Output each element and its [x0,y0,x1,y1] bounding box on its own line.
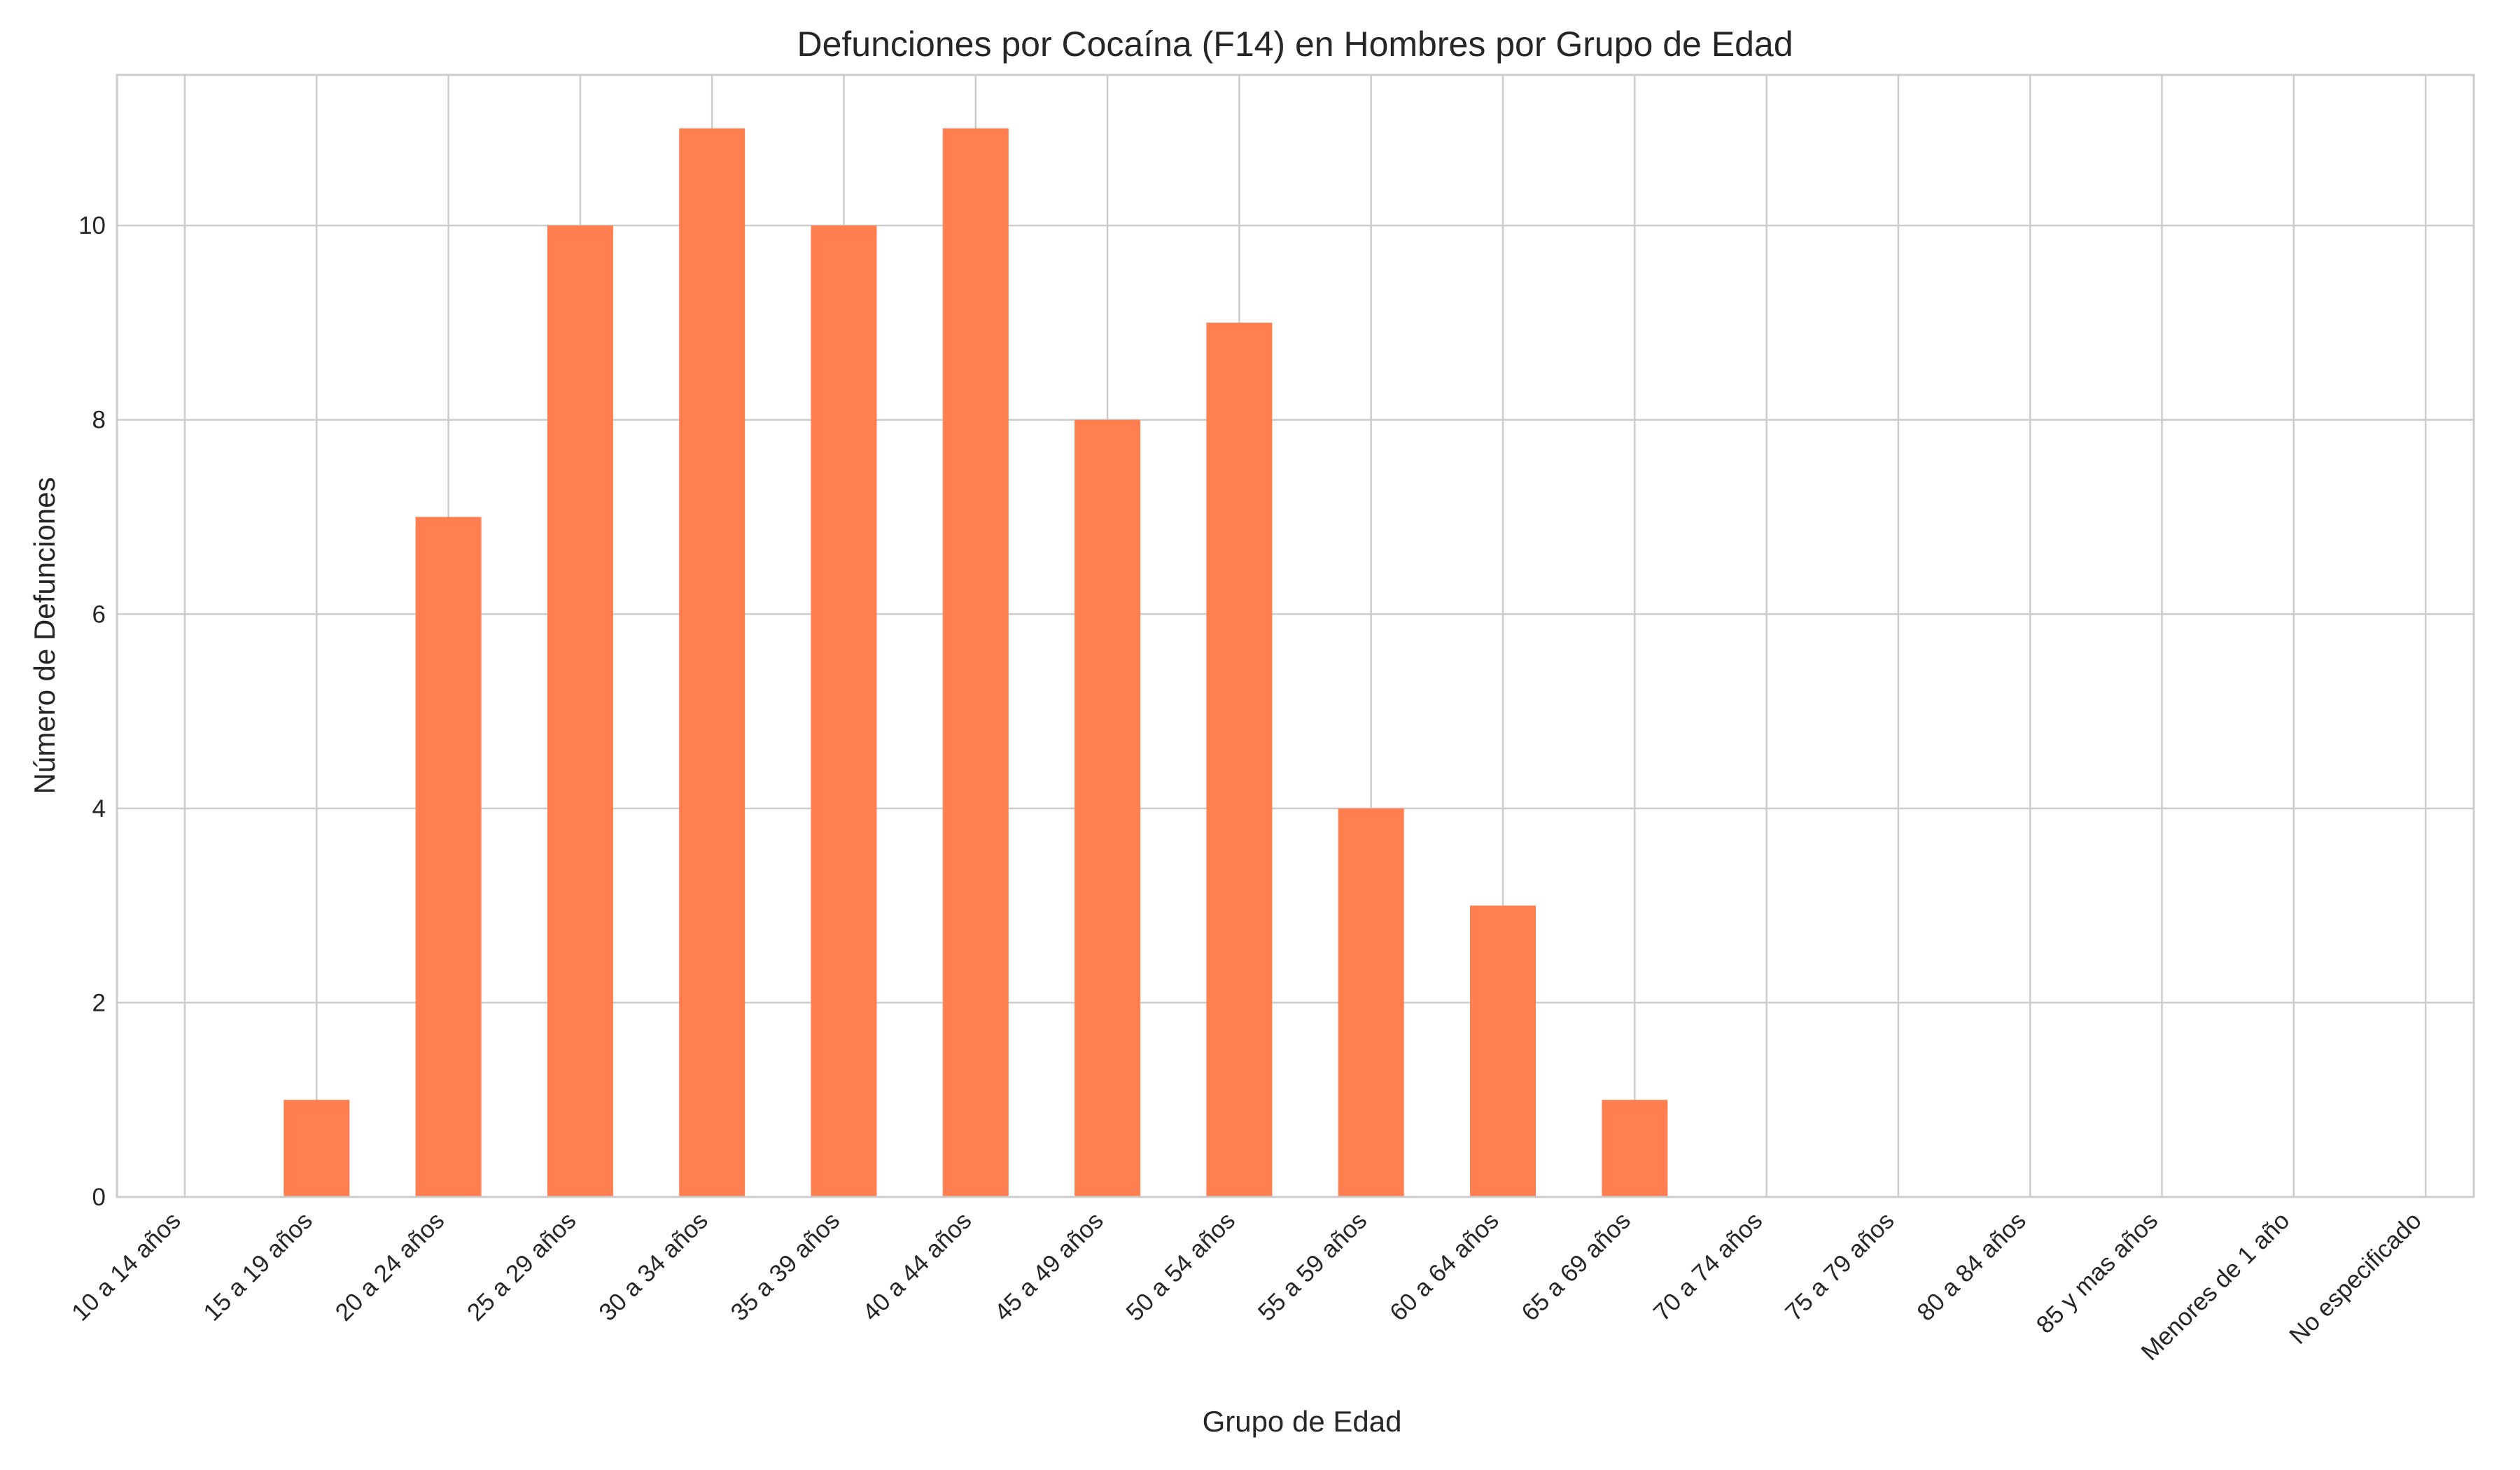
x-tick-label: 45 a 49 años [989,1207,1109,1326]
x-tick-label: 30 a 34 años [594,1207,713,1326]
y-tick-label: 2 [92,989,106,1016]
bar [415,517,482,1197]
y-tick-label: 4 [92,795,106,822]
x-tick-label: No especificado [2284,1207,2427,1350]
x-tick-labels: 10 a 14 años 15 a 19 años 20 a 24 años 25 a… [66,1207,2427,1366]
x-tick-label: 20 a 24 años [330,1207,450,1326]
x-tick-label: 55 a 59 años [1253,1207,1373,1326]
y-tick-label: 8 [92,407,106,434]
bar [547,225,613,1197]
x-tick-label: 60 a 64 años [1385,1207,1504,1326]
bar [1338,808,1404,1197]
bar [1074,419,1141,1197]
x-tick-label: 25 a 29 años [462,1207,582,1326]
x-tick-label: 15 a 19 años [198,1207,318,1326]
bars [284,128,1668,1198]
x-tick-label: 35 a 39 años [725,1207,845,1326]
x-tick-label: 65 a 69 años [1516,1207,1636,1326]
x-tick-label: Menores de 1 año [2136,1207,2295,1366]
plot-frame [115,74,2475,1198]
y-tick-label: 6 [92,601,106,628]
bar [1602,1100,1668,1197]
bar [1470,905,1536,1197]
x-tick-label: 40 a 44 años [858,1207,977,1326]
x-tick-label: 75 a 79 años [1780,1207,1900,1326]
y-tick-label: 10 [78,212,106,239]
x-tick-label: 80 a 84 años [1912,1207,2031,1326]
y-tick-label: 0 [92,1184,106,1211]
x-tick-label: 70 a 74 años [1648,1207,1768,1326]
x-axis-label: Grupo de Edad [1203,1405,1402,1438]
x-tick-label: 50 a 54 años [1121,1207,1240,1326]
chart-title: Defunciones por Cocaína (F14) en Hombres… [797,24,1793,64]
x-tick-label: 10 a 14 años [66,1207,186,1326]
bar [942,128,1009,1197]
bar [811,225,877,1197]
bar [679,128,746,1197]
y-axis-label: Número de Defunciones [28,477,61,794]
x-tick-label: 85 y mas años [2031,1207,2164,1339]
bar [1206,322,1273,1198]
bar [284,1100,350,1197]
y-tick-labels: 0 2 4 6 8 10 [78,212,106,1211]
